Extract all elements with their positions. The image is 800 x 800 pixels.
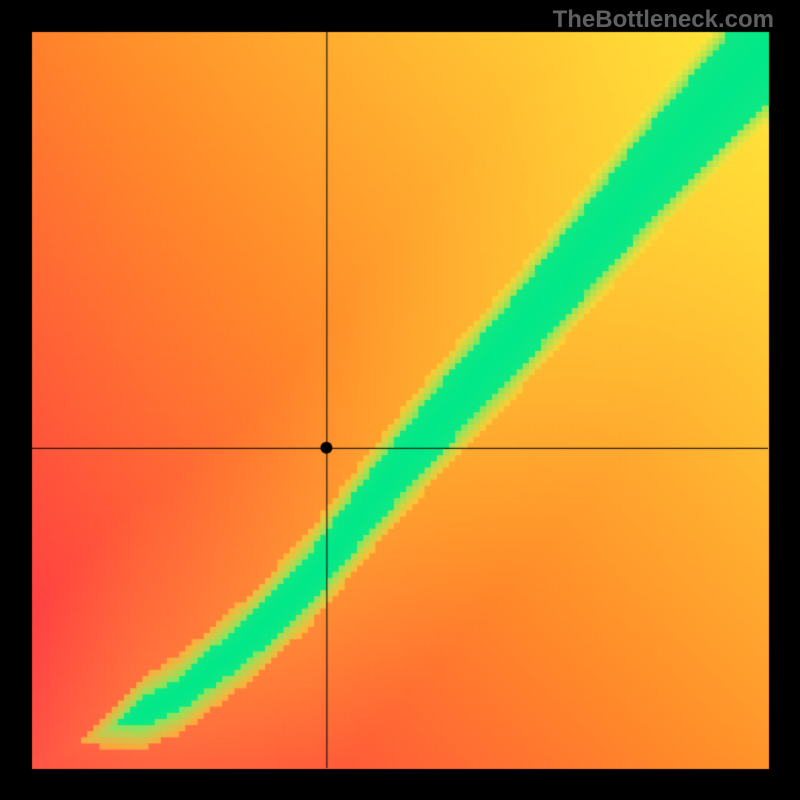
chart-container: TheBottleneck.com xyxy=(0,0,800,800)
bottleneck-heatmap xyxy=(0,0,800,800)
watermark-text: TheBottleneck.com xyxy=(553,6,774,34)
